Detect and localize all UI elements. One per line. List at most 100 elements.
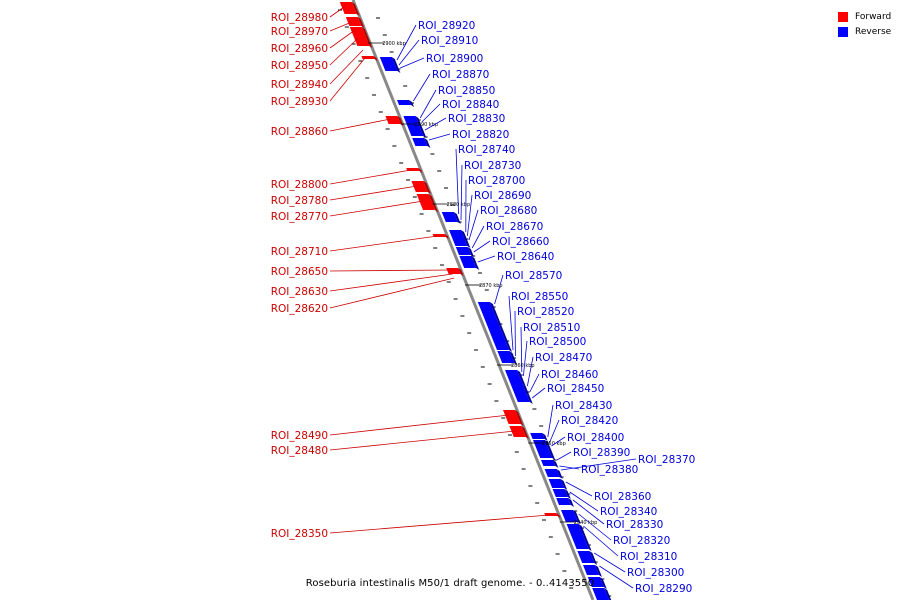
reverse-gene-label: ROI_28500 <box>529 336 586 348</box>
forward-gene-block <box>416 194 435 210</box>
reverse-leader-line <box>494 274 504 305</box>
reverse-gene-label: ROI_28910 <box>421 35 478 47</box>
reverse-gene-block <box>566 524 589 549</box>
reverse-leader-line <box>471 225 485 249</box>
reverse-gene-label: ROI_28690 <box>474 190 531 202</box>
gene-block-shadow <box>509 351 518 365</box>
gene-block-shadow <box>489 302 512 352</box>
reverse-gene-label: ROI_28380 <box>581 464 638 476</box>
reverse-gene-label: ROI_28830 <box>448 113 505 125</box>
forward-gene-label: ROI_28960 <box>271 43 328 55</box>
forward-gene-label: ROI_28490 <box>271 430 328 442</box>
forward-gene-label: ROI_28970 <box>271 26 328 38</box>
reverse-gene-label: ROI_28430 <box>555 400 612 412</box>
reverse-gene-block <box>462 263 477 268</box>
gene-block-shadow <box>424 138 431 148</box>
forward-gene-block <box>339 2 357 14</box>
axis-tick-label: 2840 kbp <box>574 520 598 526</box>
reverse-gene-label: ROI_28920 <box>418 20 475 32</box>
forward-leader-line <box>329 21 352 32</box>
reverse-gene-label: ROI_28300 <box>627 567 684 579</box>
reverse-gene-block <box>587 577 604 587</box>
reverse-leader-line <box>572 499 605 525</box>
forward-gene-label: ROI_28780 <box>271 195 328 207</box>
reverse-gene-label: ROI_28450 <box>547 383 604 395</box>
reverse-gene-label: ROI_28700 <box>468 175 525 187</box>
gene-block-shadow <box>397 116 404 126</box>
reverse-gene-block <box>552 489 568 497</box>
reverse-leader-line <box>396 24 417 61</box>
forward-leader-line <box>329 37 359 66</box>
reverse-gene-label: ROI_28640 <box>497 251 554 263</box>
reverse-gene-label: ROI_28680 <box>480 205 537 217</box>
reverse-gene-block <box>514 394 530 402</box>
gene-block-shadow <box>556 469 563 479</box>
reverse-leader-line <box>455 148 459 215</box>
gene-block-shadow <box>409 100 414 107</box>
reverse-gene-label: ROI_28840 <box>442 99 499 111</box>
forward-gene-label: ROI_28350 <box>271 528 328 540</box>
forward-gene-label: ROI_28940 <box>271 79 328 91</box>
forward-gene-block <box>349 27 370 46</box>
forward-gene-label: ROI_28950 <box>271 60 328 72</box>
reverse-gene-block <box>583 565 599 575</box>
forward-leader-line <box>329 235 438 252</box>
gene-block-shadow <box>467 247 474 257</box>
reverse-gene-label: ROI_28400 <box>567 432 624 444</box>
reverse-leader-line <box>565 481 593 497</box>
reverse-gene-label: ROI_28550 <box>511 291 568 303</box>
reverse-gene-block <box>379 57 398 71</box>
reverse-gene-label: ROI_28570 <box>505 270 562 282</box>
forward-leader-line <box>329 514 550 534</box>
reverse-leader-line <box>583 525 619 557</box>
gene-block-shadow <box>553 460 559 468</box>
reverse-gene-block <box>544 469 560 477</box>
forward-gene-label: ROI_28800 <box>271 179 328 191</box>
forward-leader-line <box>329 269 452 272</box>
forward-gene-label: ROI_28860 <box>271 126 328 138</box>
reverse-leader-line <box>578 513 612 541</box>
reverse-gene-label: ROI_28820 <box>452 129 509 141</box>
forward-gene-label: ROI_28630 <box>271 286 328 298</box>
forward-gene-label: ROI_28480 <box>271 445 328 457</box>
reverse-gene-block <box>397 100 411 105</box>
reverse-gene-label: ROI_28330 <box>606 519 663 531</box>
forward-leader-line <box>329 200 424 217</box>
gene-block-shadow <box>595 565 602 577</box>
forward-leader-line <box>329 49 364 85</box>
reverse-leader-line <box>560 458 637 471</box>
gene-block-shadow <box>542 433 548 441</box>
reverse-leader-line <box>477 255 496 263</box>
legend-label-forward: Forward <box>855 11 892 22</box>
reverse-leader-line <box>424 117 447 131</box>
gene-block-shadow <box>474 263 480 270</box>
reverse-leader-line <box>400 57 425 69</box>
gene-block-shadow <box>423 181 431 194</box>
reverse-gene-label: ROI_28740 <box>458 144 515 156</box>
forward-gene-label: ROI_28710 <box>271 246 328 258</box>
forward-gene-block <box>503 410 521 424</box>
reverse-gene-block <box>403 116 424 136</box>
gene-block-shadow <box>604 588 612 600</box>
reverse-gene-label: ROI_28900 <box>426 53 483 65</box>
forward-gene-label: ROI_28650 <box>271 266 328 278</box>
gene-block-shadow <box>568 498 574 507</box>
forward-leader-line <box>329 29 356 49</box>
gene-block-shadow <box>453 212 461 224</box>
reverse-gene-label: ROI_28320 <box>613 535 670 547</box>
reverse-gene-block <box>449 230 468 246</box>
gene-block-shadow <box>545 440 556 460</box>
forward-gene-label: ROI_28930 <box>271 96 328 108</box>
forward-leader-line <box>329 5 346 18</box>
genome-caption-text: Roseburia intestinalis M50/1 draft genom… <box>305 578 595 589</box>
forward-leader-line <box>329 277 455 309</box>
reverse-gene-block <box>412 138 428 146</box>
reverse-leader-line <box>467 194 473 237</box>
gene-block-shadow <box>521 426 529 439</box>
reverse-leader-line <box>523 340 528 377</box>
reverse-leader-line <box>531 387 546 399</box>
reverse-gene-label: ROI_28460 <box>541 369 598 381</box>
gene-block-shadow <box>564 489 571 499</box>
gene-block-shadow <box>560 479 568 490</box>
